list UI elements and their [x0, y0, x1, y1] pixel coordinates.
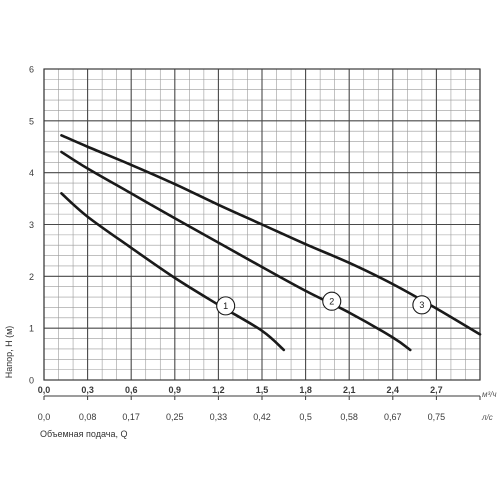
x-tick-label-primary: 0,9 — [169, 385, 182, 395]
y-axis-label: Напор, H (м) — [4, 326, 14, 379]
y-tick-label: 4 — [29, 168, 34, 178]
marker-circle — [216, 296, 236, 316]
curves — [60, 134, 482, 352]
curve-1 — [60, 192, 286, 352]
x-tick-label-primary: 0,6 — [125, 385, 138, 395]
x-tick-label-primary: 1,8 — [299, 385, 312, 395]
x-tick-label-primary: 1,5 — [256, 385, 269, 395]
y-tick-label: 1 — [29, 324, 34, 334]
x-tick-label-secondary: 0,17 — [122, 412, 140, 422]
y-tick-label: 3 — [29, 220, 34, 230]
curve-3 — [60, 134, 482, 336]
x-tick-label-secondary: 0,67 — [384, 412, 402, 422]
x-tick-label-secondary: 0,08 — [79, 412, 97, 422]
x-unit-secondary: л/с — [481, 413, 493, 422]
x-tick-label-primary: 2,4 — [387, 385, 400, 395]
major-grid — [43, 68, 481, 381]
marker-label: 2 — [329, 296, 334, 306]
x-tick-label-secondary: 0,33 — [210, 412, 228, 422]
x-tick-label-primary: 2,7 — [430, 385, 443, 395]
x-tick-label-secondary: 0,0 — [38, 412, 51, 422]
curve-marker-3: 3 — [412, 295, 432, 315]
curve-marker-1: 1 — [216, 296, 236, 316]
y-tick-label: 0 — [29, 376, 34, 386]
curve-markers: 1 2 3 — [216, 291, 432, 316]
x-tick-labels-primary: 0,0 0,3 0,6 0,9 1,2 1,5 1,8 2,1 2,4 2,7 — [38, 385, 443, 395]
marker-circle — [322, 291, 342, 311]
plot-frame — [43, 68, 481, 381]
curve-2 — [60, 150, 412, 352]
x-tick-label-secondary: 0,42 — [253, 412, 271, 422]
x-tick-label-secondary: 0,25 — [166, 412, 184, 422]
marker-label: 1 — [223, 301, 228, 311]
x-axis-label: Объемная подача, Q — [40, 429, 127, 439]
x-unit-primary: м³/ч — [482, 390, 497, 399]
marker-circle — [412, 295, 432, 315]
x-tick-label-primary: 0,0 — [38, 385, 51, 395]
y-tick-label: 5 — [29, 116, 34, 126]
curve-marker-2: 2 — [322, 291, 342, 311]
x-tick-label-secondary: 0,5 — [299, 412, 312, 422]
x-tick-label-secondary: 0,75 — [428, 412, 446, 422]
x-tick-labels-secondary: 0,0 0,08 0,17 0,25 0,33 0,42 0,5 0,58 0,67 0,75 — [38, 412, 445, 422]
x-tick-label-primary: 2,1 — [343, 385, 356, 395]
x-tick-label-secondary: 0,58 — [340, 412, 358, 422]
secondary-axis-ticks — [43, 396, 481, 400]
y-tick-labels: 0 1 2 3 4 5 6 — [29, 65, 34, 386]
marker-label: 3 — [419, 300, 424, 310]
y-tick-label: 6 — [29, 65, 34, 75]
y-tick-label: 2 — [29, 272, 34, 282]
x-tick-label-primary: 0,3 — [81, 385, 94, 395]
x-tick-label-primary: 1,2 — [212, 385, 225, 395]
